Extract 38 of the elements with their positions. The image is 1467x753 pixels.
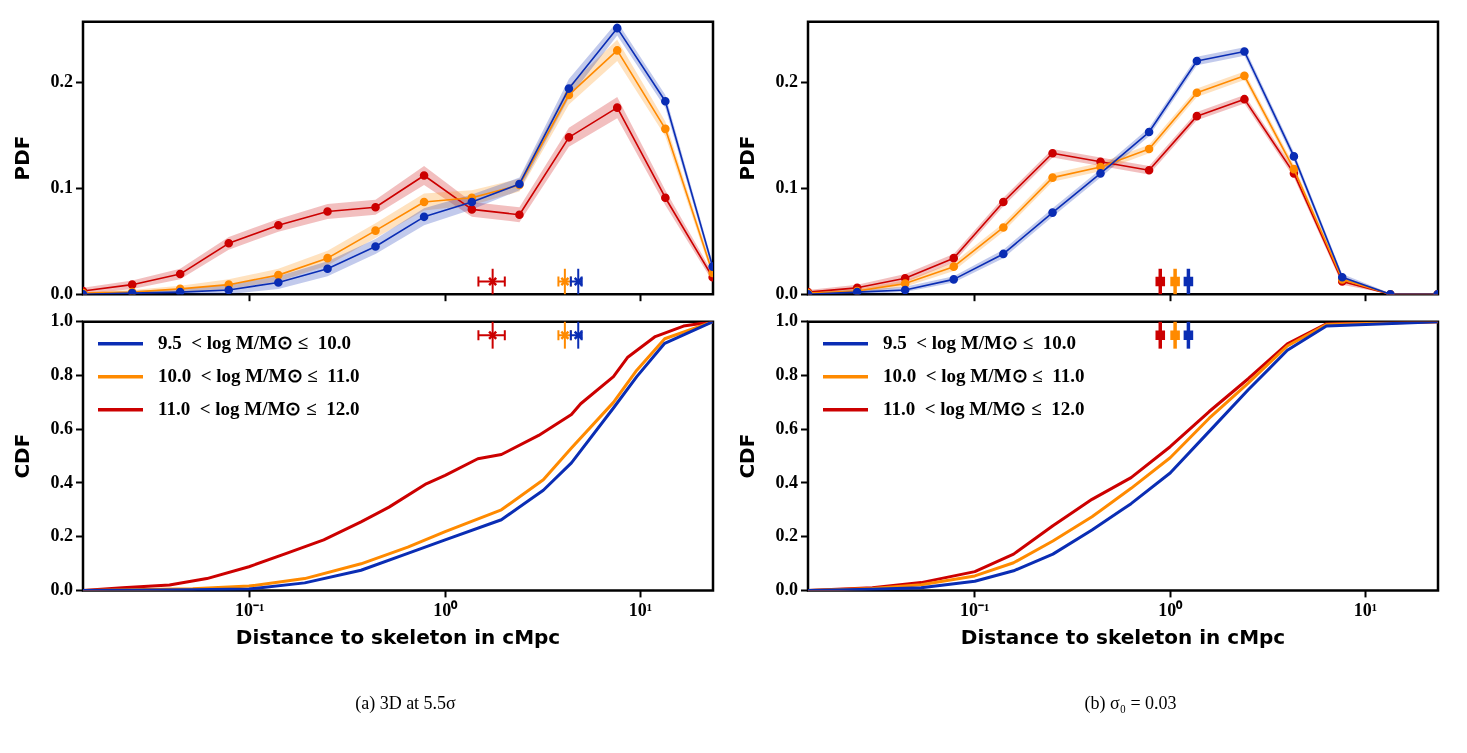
x-tick-label: 10⁻¹ bbox=[235, 599, 265, 620]
y-tick-label: 0.0 bbox=[50, 579, 73, 600]
y-tick-label: 0.6 bbox=[775, 417, 798, 438]
y-axis-title: PDF bbox=[10, 135, 35, 181]
y-axis-title: PDF bbox=[735, 135, 760, 181]
legend-label: 10.0 < log M/M⊙ ≤ 11.0 bbox=[158, 364, 360, 386]
x-tick-label: 10⁰ bbox=[1158, 599, 1184, 620]
text: (b) σ₀ = 0.03 bbox=[1083, 693, 1178, 714]
legend-label: 10.0 < log M/M⊙ ≤ 11.0 bbox=[883, 364, 1085, 386]
y-tick-label: 0.8 bbox=[50, 364, 73, 385]
legend-label: 9.5 < log M/M⊙ ≤ 10.0 bbox=[883, 331, 1076, 353]
x-tick-label: 10⁰ bbox=[433, 599, 459, 620]
x-tick-label: 10⁻¹ bbox=[960, 599, 990, 620]
x-tick-label: 10¹ bbox=[628, 599, 653, 620]
y-tick-label: 0.0 bbox=[775, 579, 798, 600]
y-tick-label: 0.8 bbox=[775, 364, 798, 385]
y-tick-label: 0.4 bbox=[50, 471, 73, 492]
legend-label: 9.5 < log M/M⊙ ≤ 10.0 bbox=[158, 331, 351, 353]
y-tick-label: 0.0 bbox=[50, 282, 73, 303]
x-axis-title: Distance to skeleton in cMpc bbox=[235, 625, 561, 650]
x-axis-title: Distance to skeleton in cMpc bbox=[960, 625, 1286, 650]
y-tick-label: 0.2 bbox=[50, 525, 73, 546]
y-tick-label: 0.2 bbox=[775, 70, 798, 91]
y-tick-label: 0.1 bbox=[775, 176, 798, 197]
y-tick-label: 1.0 bbox=[50, 310, 73, 331]
legend-label: 11.0 < log M/M⊙ ≤ 12.0 bbox=[158, 397, 360, 419]
y-axis-title: CDF bbox=[735, 433, 760, 479]
y-tick-label: 0.4 bbox=[775, 471, 798, 492]
y-tick-label: 1.0 bbox=[775, 310, 798, 331]
y-tick-label: 0.1 bbox=[50, 176, 73, 197]
y-tick-label: 0.6 bbox=[50, 417, 73, 438]
text: (a) 3D at 5.5σ bbox=[354, 693, 457, 714]
y-tick-label: 0.2 bbox=[50, 70, 73, 91]
x-tick-label: 10¹ bbox=[1353, 599, 1378, 620]
legend-label: 11.0 < log M/M⊙ ≤ 12.0 bbox=[883, 397, 1085, 419]
y-axis-title: CDF bbox=[10, 433, 35, 479]
y-tick-label: 0.0 bbox=[775, 282, 798, 303]
y-tick-label: 0.2 bbox=[775, 525, 798, 546]
